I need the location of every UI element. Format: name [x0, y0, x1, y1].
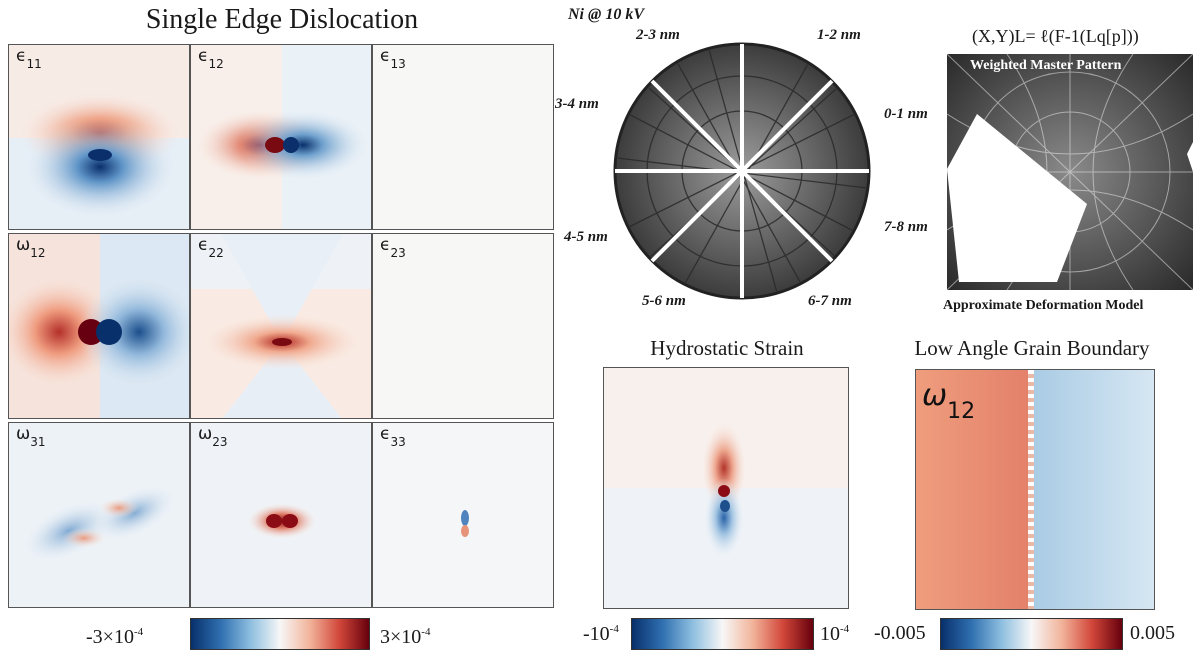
- hydrostatic-colorbar-min: -10-4: [583, 623, 619, 645]
- ebsd-pattern-disk: [613, 42, 871, 300]
- master-pattern-top-label: Weighted Master Pattern: [970, 58, 1122, 73]
- grain-boundary-label: ω12: [922, 378, 976, 424]
- mapping-formula: (X,Y)L= ℓ(F-1(Lq[p])): [972, 26, 1139, 46]
- strain-colorbar: [190, 618, 370, 650]
- panel-label: ϵ12: [198, 46, 224, 72]
- depth-label: 1-2 nm: [817, 27, 861, 43]
- grain-boundary-panel: ω12: [915, 369, 1155, 610]
- panel-epsilon-11: ϵ11: [8, 44, 190, 230]
- panel-label: ω31: [16, 424, 46, 450]
- hydrostatic-colorbar-max: 10-4: [820, 623, 850, 645]
- depth-label: 2-3 nm: [636, 27, 680, 43]
- panel-label: ϵ22: [198, 235, 224, 261]
- panel-label: ϵ13: [380, 46, 406, 72]
- master-pattern-image: [947, 54, 1193, 290]
- panel-label: ϵ11: [16, 46, 42, 72]
- grain-colorbar-max: 0.005: [1130, 622, 1175, 644]
- hydrostatic-title: Hydrostatic Strain: [650, 336, 804, 360]
- grain-colorbar-min: -0.005: [874, 622, 926, 644]
- strain-section-title: Single Edge Dislocation: [145, 4, 419, 35]
- depth-label: 0-1 nm: [884, 106, 928, 122]
- strain-colorbar-min: -3×10-4: [86, 626, 144, 648]
- panel-epsilon-23: ϵ23: [372, 233, 554, 419]
- hydrostatic-panel: [603, 367, 849, 609]
- grain-colorbar: [940, 618, 1123, 650]
- panel-omega-12: ω12: [8, 233, 190, 419]
- panel-omega-31: ω31: [8, 422, 190, 608]
- master-pattern-bottom-label: Approximate Deformation Model: [943, 298, 1144, 313]
- depth-label: 7-8 nm: [884, 219, 928, 235]
- panel-label: ω23: [198, 424, 228, 450]
- panel-label: ω12: [16, 235, 46, 261]
- panel-epsilon-22: ϵ22: [190, 233, 372, 419]
- depth-label: 4-5 nm: [564, 229, 608, 245]
- panel-label: ϵ23: [380, 235, 406, 261]
- depth-label: 5-6 nm: [642, 293, 686, 309]
- panel-epsilon-13: ϵ13: [372, 44, 554, 230]
- panel-omega-23: ω23: [190, 422, 372, 608]
- material-label: Ni @ 10 kV: [568, 6, 644, 23]
- depth-label: 3-4 nm: [555, 96, 599, 112]
- strain-colorbar-max: 3×10-4: [380, 626, 431, 648]
- panel-epsilon-12: ϵ12: [190, 44, 372, 230]
- depth-label: 6-7 nm: [808, 293, 852, 309]
- panel-epsilon-33: ϵ33: [372, 422, 554, 608]
- grain-boundary-title: Low Angle Grain Boundary: [914, 336, 1150, 360]
- hydrostatic-colorbar: [631, 618, 814, 650]
- panel-label: ϵ33: [380, 424, 406, 450]
